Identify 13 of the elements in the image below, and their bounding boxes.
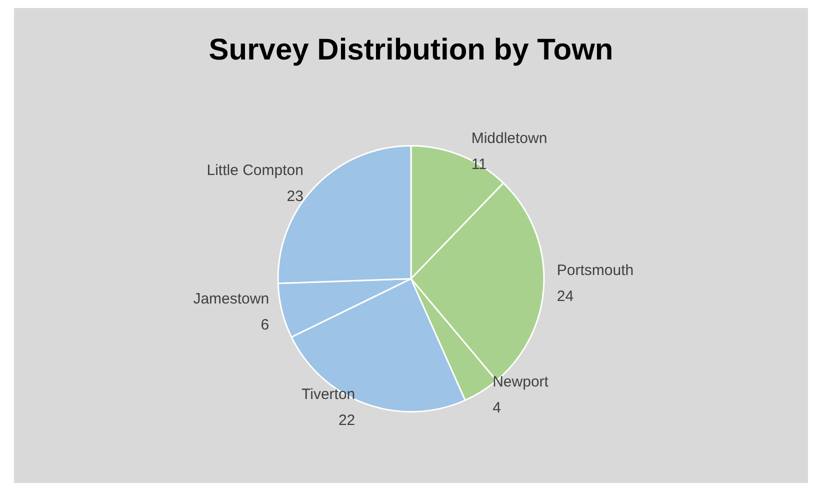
slice-label: Portsmouth: [556, 262, 634, 280]
slice-label: Jamestown: [193, 290, 270, 308]
data-label: 11: [471, 156, 487, 174]
slice-label: Little Compton: [206, 162, 304, 180]
data-label: 23: [286, 188, 304, 206]
data-label: 22: [338, 412, 356, 429]
slice-label: Middletown: [471, 130, 548, 148]
data-label: 6: [260, 316, 270, 334]
slice-label: Newport: [492, 373, 550, 390]
chart-title: Survey Distribution by Town: [208, 34, 614, 66]
data-label: 24: [556, 288, 574, 306]
data-label: 4: [492, 399, 501, 416]
slice-label: Tiverton: [302, 386, 356, 403]
